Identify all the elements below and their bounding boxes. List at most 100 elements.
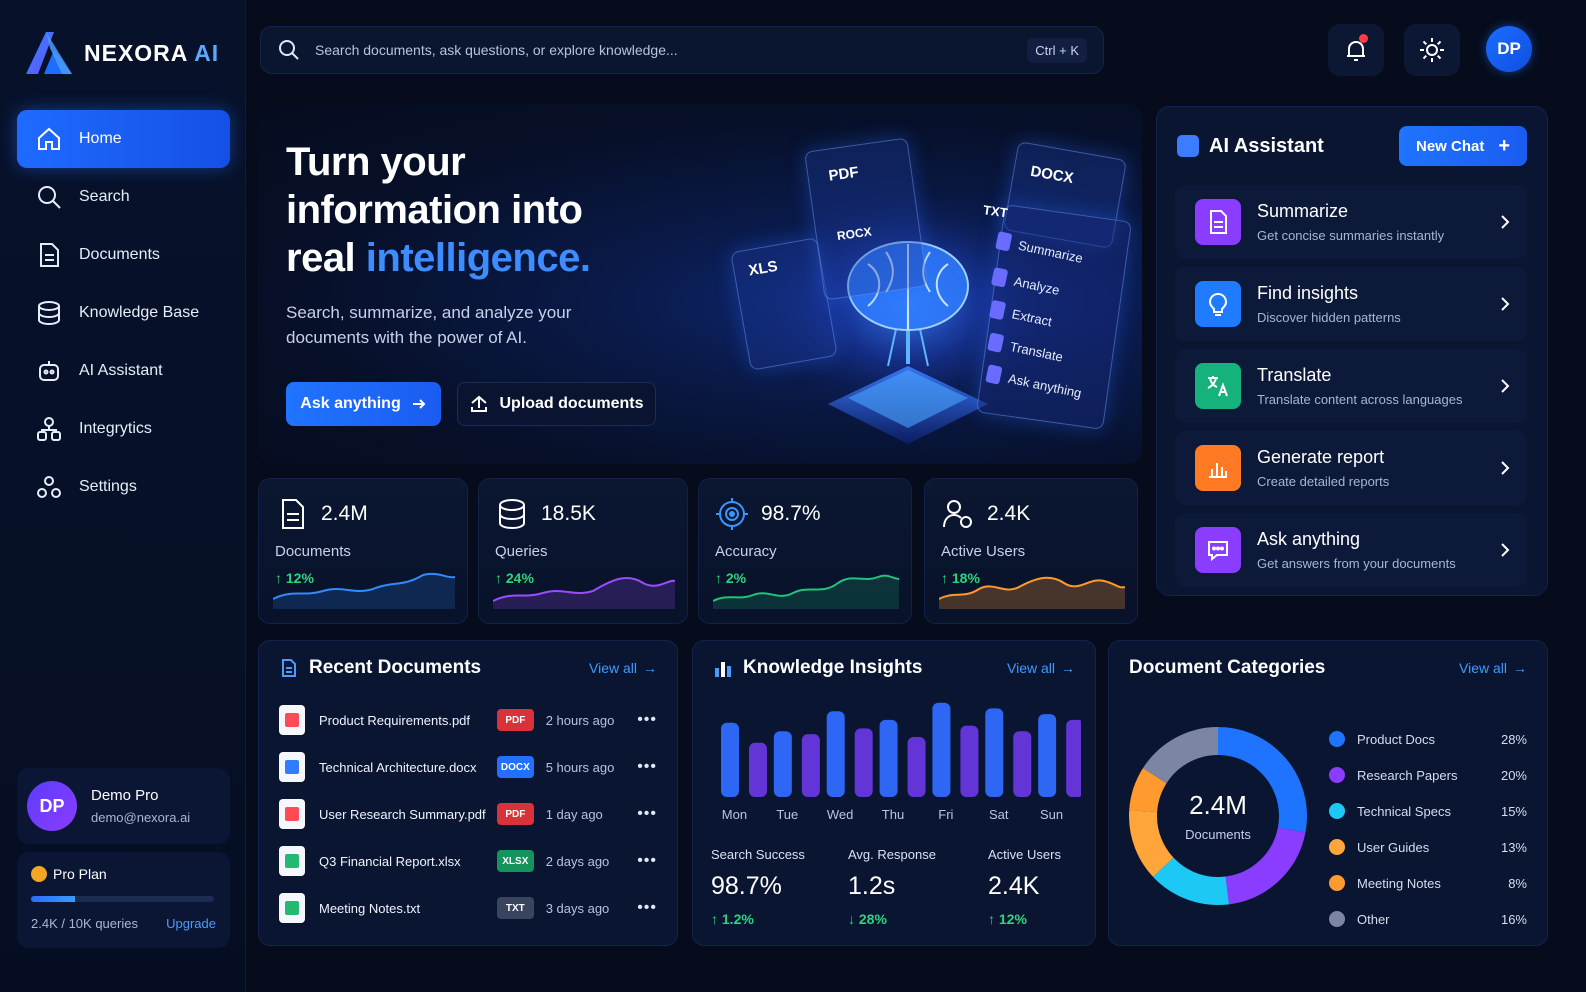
upload-documents-button[interactable]: Upload documents xyxy=(457,382,656,426)
stat-card-active-users[interactable]: 2.4K Active Users ↑ 18% xyxy=(924,478,1138,624)
upgrade-link[interactable]: Upgrade xyxy=(166,916,216,931)
arrow-right-icon: → xyxy=(1513,660,1527,676)
arrow-right-icon xyxy=(412,399,426,409)
sidebar-item-home[interactable]: Home xyxy=(17,110,230,168)
more-options-icon[interactable]: ••• xyxy=(637,899,657,916)
sparkline-active-users xyxy=(939,576,1125,609)
search-input[interactable]: Search documents, ask questions, or expl… xyxy=(315,42,678,58)
metric-search-success: Search Success 98.7% ↑ 1.2% xyxy=(711,847,805,927)
home-icon xyxy=(38,127,60,150)
panel-title: AI Assistant xyxy=(1209,134,1324,157)
chevron-right-icon xyxy=(1501,215,1510,229)
sun-icon xyxy=(1420,38,1444,62)
ai-assistant-panel: AI Assistant New Chat + Summarize Get co… xyxy=(1156,106,1548,596)
assistant-action-ask-anything[interactable]: Ask anything Get answers from your docum… xyxy=(1175,513,1527,587)
assistant-action-translate[interactable]: Translate Translate content across langu… xyxy=(1175,349,1527,423)
theme-toggle-button[interactable] xyxy=(1404,24,1460,76)
user-card[interactable]: DP Demo Pro demo@nexora.ai xyxy=(17,768,230,844)
global-search[interactable]: Search documents, ask questions, or expl… xyxy=(260,26,1104,74)
document-row[interactable]: Q3 Financial Report.xlsx XLSX 2 days ago ••… xyxy=(279,838,657,884)
stat-value: 18.5K xyxy=(541,502,596,525)
sidebar-item-search[interactable]: Search xyxy=(17,168,230,226)
view-all-link[interactable]: View all → xyxy=(1007,660,1075,676)
search-icon xyxy=(279,40,299,60)
file-time: 2 hours ago xyxy=(545,712,615,728)
legend-swatch xyxy=(1329,731,1345,747)
sidebar-item-documents[interactable]: Documents xyxy=(17,226,230,284)
assistant-action-find-insights[interactable]: Find insights Discover hidden patterns xyxy=(1175,267,1527,341)
view-all-link[interactable]: View all → xyxy=(589,660,657,676)
notifications-button[interactable] xyxy=(1328,24,1384,76)
view-all-link[interactable]: View all → xyxy=(1459,660,1527,676)
sidebar-item-settings[interactable]: Settings xyxy=(17,458,230,516)
document-row[interactable]: Product Requirements.pdf PDF 2 hours ago ••… xyxy=(279,697,657,743)
legend-swatch xyxy=(1329,875,1345,891)
sidebar-nav: Home Search Documents Knowledge Base AI … xyxy=(17,110,230,516)
sidebar-item-label: Settings xyxy=(79,478,137,495)
file-icon xyxy=(279,893,305,923)
document-row[interactable]: Meeting Notes.txt TXT 3 days ago ••• xyxy=(279,885,657,931)
action-name: Find insights xyxy=(1257,283,1359,303)
button-label: New Chat xyxy=(1415,137,1485,155)
donut-center-value: 2.4M xyxy=(1189,790,1247,820)
doc-tag: TXT xyxy=(982,202,1009,221)
legend-percent: 8% xyxy=(1508,875,1527,891)
usage-progress-bar xyxy=(31,896,214,902)
user-avatar-button[interactable]: DP xyxy=(1486,26,1532,72)
donut-slice xyxy=(1129,727,1307,905)
sparkline-queries xyxy=(493,576,675,609)
stat-card-queries[interactable]: 18.5K Queries ↑ 24% xyxy=(478,478,688,624)
legend-percent: 16% xyxy=(1500,911,1527,927)
legend-label: User Guides xyxy=(1357,839,1430,855)
document-row[interactable]: Technical Architecture.docx DOCX 5 hours a… xyxy=(279,744,657,790)
chart-bar xyxy=(985,708,1004,797)
knowledge-insights-panel: Knowledge Insights View all → Mon Tue Wed T… xyxy=(692,640,1096,946)
legend-swatch xyxy=(1329,839,1345,855)
x-tick-label: Tue xyxy=(776,807,798,822)
sidebar-item-integrytics[interactable]: Integrytics xyxy=(17,400,230,458)
more-options-icon[interactable]: ••• xyxy=(637,758,657,775)
action-description: Discover hidden patterns xyxy=(1257,310,1401,325)
x-tick-label: Wed xyxy=(827,807,854,822)
file-type-badge: TXT xyxy=(496,897,534,919)
hero-title-highlight: intelligence. xyxy=(365,236,591,280)
legend-label: Technical Specs xyxy=(1357,803,1451,819)
more-options-icon[interactable]: ••• xyxy=(637,805,657,822)
document-categories-panel: Document Categories View all → 2.4M Docu… xyxy=(1108,640,1548,946)
more-options-icon[interactable]: ••• xyxy=(637,852,657,869)
donut-slice xyxy=(1129,727,1307,905)
ask-anything-button[interactable]: Ask anything xyxy=(286,382,441,426)
view-all-label: View all xyxy=(1459,660,1507,676)
stat-trend: ↑ 18% xyxy=(941,570,980,586)
donut-center: 2.4M Documents xyxy=(1127,725,1309,907)
stat-card-documents[interactable]: 2.4M Documents ↑ 12% xyxy=(258,478,468,624)
document-icon xyxy=(1195,199,1241,245)
chart-bar xyxy=(932,702,951,797)
document-row[interactable]: User Research Summary.pdf PDF 1 day ago ••• xyxy=(279,791,657,837)
assistant-action-summarize[interactable]: Summarize Get concise summaries instantl… xyxy=(1175,185,1527,259)
sidebar-item-knowledge-base[interactable]: Knowledge Base xyxy=(17,284,230,342)
stat-value: 2.4M xyxy=(321,502,368,525)
document-icon xyxy=(282,659,296,677)
weekly-bar-chart: Mon Tue Wed Thu Fri Sat Sun xyxy=(721,702,1081,822)
logo[interactable]: NEXORA AI xyxy=(24,30,219,76)
more-options-icon[interactable]: ••• xyxy=(637,711,657,728)
chevron-right-icon xyxy=(1501,461,1510,475)
arrow-right-icon: → xyxy=(643,660,657,676)
doc-tag: DOCX xyxy=(1029,162,1075,188)
sidebar-item-ai-assistant[interactable]: AI Assistant xyxy=(17,342,230,400)
file-name: Q3 Financial Report.xlsx xyxy=(319,853,461,869)
new-chat-button[interactable]: New Chat + xyxy=(1399,126,1527,166)
chart-bar xyxy=(801,734,820,797)
robot-icon xyxy=(39,361,59,381)
sidebar: NEXORA AI Home Search Documents Knowledg… xyxy=(0,0,246,992)
stat-label: Active Users xyxy=(941,543,1026,560)
assistant-action-generate-report[interactable]: Generate report Create detailed reports xyxy=(1175,431,1527,505)
chart-bar xyxy=(826,711,845,797)
chart-bar xyxy=(854,728,873,797)
chart-bar xyxy=(879,719,898,797)
settings-icon xyxy=(37,476,61,498)
stat-card-accuracy[interactable]: 98.7% Accuracy ↑ 2% xyxy=(698,478,912,624)
usage-text: 2.4K / 10K queries xyxy=(31,916,138,931)
file-time: 5 hours ago xyxy=(545,759,615,775)
